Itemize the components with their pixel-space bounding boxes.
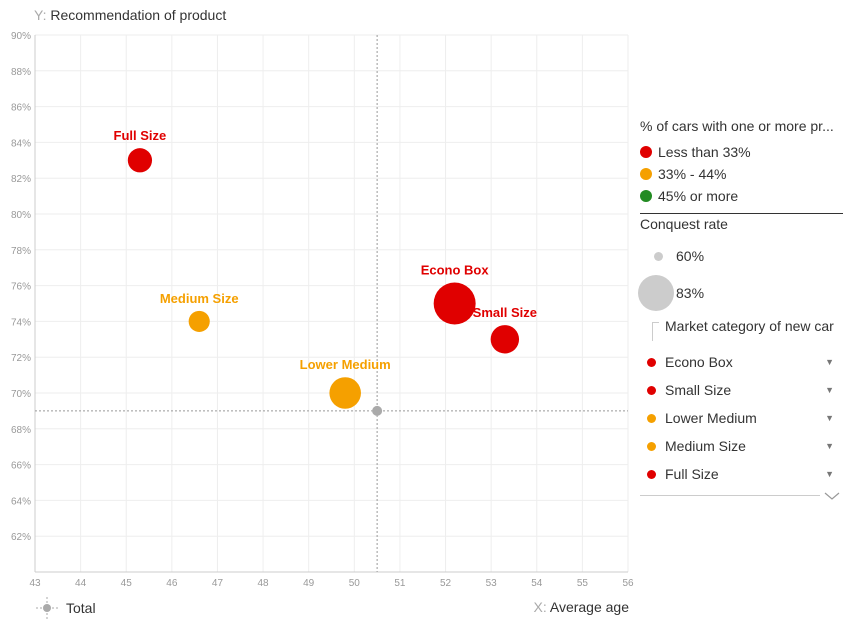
large-circle-icon xyxy=(636,275,676,311)
x-tick-label: 44 xyxy=(75,578,87,589)
small-circle-icon xyxy=(640,251,676,261)
y-tick-label: 70% xyxy=(11,389,31,400)
y-tick-label: 66% xyxy=(11,461,31,472)
color-legend-label: 45% or more xyxy=(658,188,739,204)
x-axis-label: Average age xyxy=(549,599,629,615)
green-dot-icon xyxy=(640,190,652,202)
bubble-point[interactable] xyxy=(188,310,210,332)
color-legend-item[interactable]: Less than 33% xyxy=(640,144,751,160)
size-legend-label: 83% xyxy=(676,285,705,301)
category-bracket xyxy=(652,322,659,341)
red-dot-icon xyxy=(647,357,656,367)
y-axis-prefix: Y: xyxy=(34,7,47,23)
color-legend-title: % of cars with one or more pr... xyxy=(640,118,834,134)
category-item-medium-size[interactable]: Medium Size ▼ xyxy=(640,438,840,454)
category-label: Medium Size xyxy=(665,438,746,454)
y-tick-label: 64% xyxy=(11,496,31,507)
y-tick-label: 80% xyxy=(11,210,31,221)
y-tick-label: 90% xyxy=(11,31,31,42)
size-legend-title: Conquest rate xyxy=(640,216,728,232)
red-dot-icon xyxy=(647,469,656,479)
x-tick-label: 43 xyxy=(29,578,41,589)
y-tick-label: 74% xyxy=(11,317,31,328)
y-axis-title: Y: Recommendation of product xyxy=(34,7,226,23)
x-tick-label: 48 xyxy=(258,578,270,589)
y-tick-label: 68% xyxy=(11,425,31,436)
color-legend-item[interactable]: 45% or more xyxy=(640,188,738,204)
category-item-lower-medium[interactable]: Lower Medium ▼ xyxy=(640,410,840,426)
bubble-point[interactable] xyxy=(490,325,520,354)
dropdown-arrow-icon[interactable]: ▼ xyxy=(825,385,834,395)
size-legend-item[interactable]: 83% xyxy=(636,275,704,311)
total-legend-label: Total xyxy=(66,600,96,616)
category-label: Small Size xyxy=(665,382,732,398)
x-tick-label: 56 xyxy=(622,578,634,589)
bubble-point[interactable] xyxy=(127,148,153,173)
color-legend-label: 33% - 44% xyxy=(658,166,727,182)
bubble-label: Full Size xyxy=(114,128,167,143)
bubble-label: Small Size xyxy=(473,305,537,320)
x-tick-label: 54 xyxy=(531,578,543,589)
size-legend-label: 60% xyxy=(676,248,705,264)
y-tick-label: 86% xyxy=(11,103,31,114)
category-item-small-size[interactable]: Small Size ▼ xyxy=(640,382,840,398)
orange-dot-icon xyxy=(647,413,656,423)
red-dot-icon xyxy=(647,385,656,395)
bubble-point[interactable] xyxy=(433,282,476,325)
dropdown-arrow-icon[interactable]: ▼ xyxy=(825,413,834,423)
category-item-econo-box[interactable]: Econo Box ▼ xyxy=(640,354,840,370)
y-tick-label: 84% xyxy=(11,138,31,149)
size-legend-item[interactable]: 60% xyxy=(640,248,704,264)
category-label: Lower Medium xyxy=(665,410,757,426)
y-tick-label: 72% xyxy=(11,353,31,364)
x-tick-label: 45 xyxy=(121,578,133,589)
bubble-point[interactable] xyxy=(329,377,361,409)
orange-dot-icon xyxy=(647,441,656,451)
bubble-label: Medium Size xyxy=(160,291,239,306)
x-tick-label: 51 xyxy=(394,578,406,589)
chevron-down-icon[interactable] xyxy=(823,491,841,501)
bubble-label: Lower Medium xyxy=(300,357,391,372)
total-point[interactable] xyxy=(372,405,383,416)
y-tick-label: 78% xyxy=(11,246,31,257)
color-legend-label: Less than 33% xyxy=(658,144,751,160)
total-legend[interactable]: Total xyxy=(34,597,96,619)
x-axis-prefix: X: xyxy=(533,599,547,615)
total-marker-icon xyxy=(36,597,58,619)
x-tick-label: 50 xyxy=(349,578,361,589)
y-tick-label: 76% xyxy=(11,282,31,293)
y-tick-label: 62% xyxy=(11,532,31,543)
orange-dot-icon xyxy=(640,168,652,180)
x-tick-label: 47 xyxy=(212,578,224,589)
category-label: Full Size xyxy=(665,466,719,482)
x-tick-label: 53 xyxy=(486,578,498,589)
dropdown-arrow-icon[interactable]: ▼ xyxy=(825,441,834,451)
y-tick-label: 82% xyxy=(11,174,31,185)
category-item-full-size[interactable]: Full Size ▼ xyxy=(640,466,840,482)
x-tick-label: 52 xyxy=(440,578,452,589)
bubble-label: Econo Box xyxy=(421,263,490,278)
legend-bottom-divider xyxy=(640,495,820,496)
legend-divider xyxy=(640,213,843,214)
color-legend-item[interactable]: 33% - 44% xyxy=(640,166,726,182)
category-legend-title: Market category of new car xyxy=(665,318,834,334)
y-tick-label: 88% xyxy=(11,67,31,78)
category-label: Econo Box xyxy=(665,354,733,370)
dropdown-arrow-icon[interactable]: ▼ xyxy=(825,469,834,479)
x-tick-label: 55 xyxy=(577,578,589,589)
x-axis-title: X: Average age xyxy=(534,599,630,615)
y-axis-label: Recommendation of product xyxy=(50,7,227,23)
x-tick-label: 46 xyxy=(166,578,178,589)
red-dot-icon xyxy=(640,146,652,158)
x-tick-label: 49 xyxy=(303,578,315,589)
dropdown-arrow-icon[interactable]: ▼ xyxy=(825,357,834,367)
scatter-chart: 43 44 45 46 47 48 49 50 51 52 53 54 55 56 62% 64% 66% 68%… xyxy=(11,31,634,589)
